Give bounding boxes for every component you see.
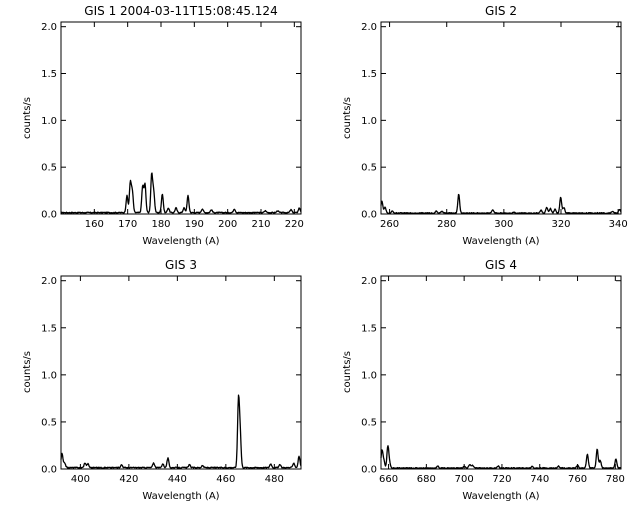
x-tick-label: 280: [437, 219, 456, 230]
y-tick-label: 1.0: [41, 116, 57, 127]
y-tick-label: 2.0: [41, 22, 57, 33]
x-tick-label: 300: [494, 219, 513, 230]
y-axis-label: counts/s: [342, 351, 353, 393]
x-tick-label: 720: [492, 474, 511, 485]
x-tick-label: 440: [168, 474, 187, 485]
x-tick-label: 700: [455, 474, 474, 485]
spectrum-line: [60, 394, 302, 469]
y-tick-label: 0.5: [41, 163, 57, 174]
x-axis-label: Wavelength (A): [462, 491, 539, 502]
y-axis-label: counts/s: [22, 97, 33, 139]
y-tick-label: 1.0: [41, 370, 57, 381]
x-tick-label: 740: [530, 474, 549, 485]
plot-frame: [60, 21, 302, 215]
x-axis-label: Wavelength (A): [142, 491, 219, 502]
spectrum-marks: [380, 445, 622, 470]
y-tick-label: 0.5: [361, 417, 377, 428]
x-tick-label: 320: [551, 219, 570, 230]
y-axis-label: counts/s: [342, 97, 353, 139]
x-tick-label: 260: [380, 219, 399, 230]
x-tick-label: 340: [609, 219, 628, 230]
panel-gis-4: GIS 4 Wavelength (A) counts/s 660 680 700 7…: [342, 258, 625, 502]
panel-gis-1: GIS 1 2004-03-11T15:08:45.124 Wavelength…: [22, 4, 304, 247]
y-tick-label: 2.0: [361, 22, 377, 33]
y-tick-label: 0.5: [361, 163, 377, 174]
spectrum-marks: [60, 394, 302, 469]
x-tick-label: 780: [606, 474, 625, 485]
y-tick-label: 0.0: [41, 210, 57, 221]
panel-title: GIS 4: [485, 258, 517, 272]
y-tick-label: 2.0: [41, 276, 57, 287]
x-tick-label: 420: [119, 474, 138, 485]
x-tick-label: 660: [379, 474, 398, 485]
panel-gis-3: GIS 3 Wavelength (A) counts/s 400 420 440 4…: [22, 258, 302, 502]
y-tick-label: 2.0: [361, 276, 377, 287]
x-tick-label: 200: [218, 219, 237, 230]
x-tick-label: 400: [71, 474, 90, 485]
y-tick-label: 1.5: [41, 323, 57, 334]
y-tick-label: 0.0: [361, 465, 377, 476]
x-tick-label: 170: [118, 219, 137, 230]
spectrum-line: [380, 445, 622, 470]
y-tick-label: 1.5: [361, 69, 377, 80]
y-tick-label: 0.5: [41, 417, 57, 428]
x-tick-label: 460: [216, 474, 235, 485]
x-axis-label: Wavelength (A): [142, 236, 219, 247]
y-tick-label: 0.0: [361, 210, 377, 221]
x-tick-label: 210: [251, 219, 270, 230]
x-tick-label: 680: [417, 474, 436, 485]
panel-title: GIS 1 2004-03-11T15:08:45.124: [84, 4, 277, 18]
spectrum-line: [380, 193, 622, 215]
panel-title: GIS 2: [485, 4, 517, 18]
x-tick-label: 160: [85, 219, 104, 230]
panel-title: GIS 3: [165, 258, 197, 272]
spectrum-marks: [380, 193, 622, 215]
panel-gis-2: GIS 2 Wavelength (A) counts/s 260 280 300 3…: [342, 4, 628, 247]
x-tick-label: 220: [285, 219, 304, 230]
x-axis-label: Wavelength (A): [462, 236, 539, 247]
plot-frame: [380, 21, 622, 215]
x-tick-label: 480: [265, 474, 284, 485]
y-tick-label: 1.5: [41, 69, 57, 80]
y-axis-label: counts/s: [22, 351, 33, 393]
y-tick-label: 1.5: [361, 323, 377, 334]
x-tick-label: 760: [568, 474, 587, 485]
plot-frame: [60, 275, 302, 470]
y-tick-label: 1.0: [361, 116, 377, 127]
x-tick-label: 180: [151, 219, 170, 230]
y-tick-label: 1.0: [361, 370, 377, 381]
plot-frame: [380, 275, 622, 470]
y-tick-label: 0.0: [41, 465, 57, 476]
x-tick-label: 190: [185, 219, 204, 230]
